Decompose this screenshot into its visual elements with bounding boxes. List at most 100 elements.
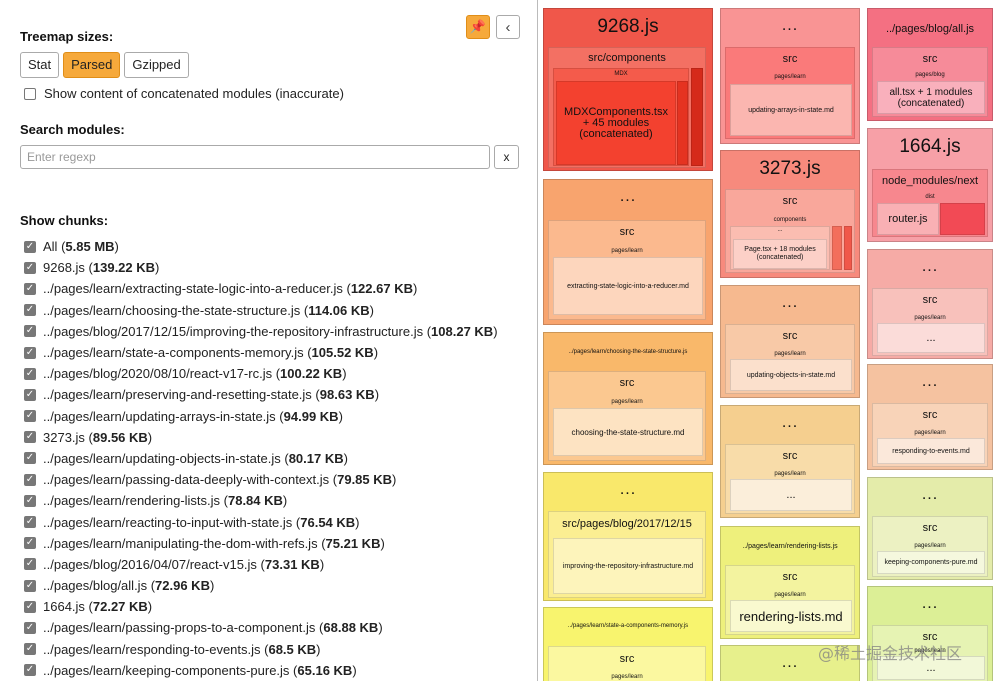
stat-button[interactable]: Stat [20, 52, 60, 78]
chunk-item[interactable]: ✓ ../pages/learn/preserving-and-resetting… [24, 384, 537, 405]
cell-group[interactable]: src pages/learn [548, 646, 706, 681]
treemap-cell-middle[interactable]: ... src pages/learn ... [720, 405, 860, 518]
chunk-item[interactable]: ✓ ../pages/blog/2016/04/07/react-v15.js (… [24, 554, 537, 575]
chunk-item[interactable]: ✓ ../pages/learn/state-a-components-memor… [24, 342, 537, 363]
treemap-cell-updating-arrays[interactable]: ... src pages/learn updating-arrays-in-s… [720, 8, 860, 144]
treemap-cell-bottom-middle[interactable]: ... [720, 645, 860, 681]
cell-group[interactable]: src pages/blog all.tsx + 1 modules (conc… [872, 47, 988, 117]
treemap-cell-blog-all[interactable]: ../pages/blog/all.js src pages/blog all.… [867, 8, 993, 121]
chunk-checkbox[interactable]: ✓ [24, 410, 36, 423]
treemap-cell-1664[interactable]: 1664.js node_modules/next dist router.js [867, 128, 993, 242]
cell-group[interactable]: src/pages/blog/2017/12/15 improving-the-… [548, 511, 706, 598]
chunk-checkbox[interactable]: ✓ [24, 325, 36, 338]
chunk-checkbox[interactable]: ✓ [24, 579, 36, 592]
chunk-checkbox[interactable]: ✓ [24, 304, 36, 317]
gzipped-button[interactable]: Gzipped [124, 52, 189, 78]
chunk-checkbox[interactable]: ✓ [24, 494, 36, 507]
chunk-checkbox[interactable]: ✓ [24, 558, 36, 571]
treemap-cell-extracting[interactable]: ... src pages/learn extracting-state-log… [543, 179, 713, 325]
clear-search-button[interactable]: x [494, 145, 519, 169]
chunk-item[interactable]: ✓ ../pages/learn/responding-to-events.js … [24, 639, 537, 660]
chunk-checkbox[interactable]: ✓ [24, 282, 36, 295]
cell-group-mdx[interactable]: MDX MDXComponents.tsx + 45 modules (conc… [553, 68, 689, 166]
chunk-item[interactable]: ✓ ../pages/learn/manipulating-the-dom-wit… [24, 533, 537, 554]
chunk-checkbox[interactable]: ✓ [24, 473, 36, 486]
chunk-item[interactable]: ✓ ../pages/learn/passing-data-deeply-with… [24, 469, 537, 490]
treemap-cell-improving[interactable]: ... src/pages/blog/2017/12/15 improving-… [543, 472, 713, 601]
chunk-item[interactable]: ✓ ../pages/learn/passing-props-to-a-compo… [24, 617, 537, 638]
cell-group[interactable]: src pages/learn keeping-components-pure.… [872, 516, 988, 577]
cell-group[interactable]: src/components MDX MDXComponents.tsx + 4… [548, 47, 706, 168]
chunk-checkbox[interactable]: ✓ [24, 621, 36, 634]
cell-group[interactable]: src pages/learn rendering-lists.md [725, 565, 855, 635]
cell-leaf[interactable]: Page.tsx + 18 modules (concatenated) [733, 239, 827, 269]
chunk-checkbox[interactable]: ✓ [24, 240, 36, 253]
chunk-checkbox[interactable]: ✓ [24, 261, 36, 274]
cell-group[interactable]: src pages/learn choosing-the-state-struc… [548, 371, 706, 461]
cell-group[interactable]: src pages/learn responding-to-events.md [872, 403, 988, 467]
treemap-cell-pure[interactable]: ... src pages/learn keeping-components-p… [867, 477, 993, 580]
cell-leaf[interactable]: choosing-the-state-structure.md [553, 408, 703, 456]
chevron-left-icon[interactable]: ‹ [496, 15, 520, 39]
chunk-item[interactable]: ✓ 3273.js (89.56 KB) [24, 427, 537, 448]
chunk-item[interactable]: ✓ ../pages/blog/2017/12/15/improving-the-… [24, 321, 537, 342]
cell-group[interactable]: src pages/learn ... [872, 288, 988, 356]
treemap-cell-responding[interactable]: ... src pages/learn responding-to-events… [867, 364, 993, 470]
chunk-item[interactable]: ✓ ../pages/learn/rendering-lists.js (78.8… [24, 490, 537, 511]
cell-leaf[interactable]: updating-arrays-in-state.md [730, 84, 852, 136]
pin-icon[interactable]: 📌 [466, 15, 490, 39]
cell-leaf[interactable]: ... [730, 479, 852, 511]
cell-group[interactable]: src pages/learn updating-objects-in-stat… [725, 324, 855, 394]
cell-leaf[interactable]: rendering-lists.md [730, 600, 852, 632]
chunk-item[interactable]: ✓ All (5.85 MB) [24, 236, 537, 257]
cell-group[interactable]: src components ... Page.tsx + 18 modules… [725, 189, 855, 273]
chunk-checkbox[interactable]: ✓ [24, 600, 36, 613]
chunk-checkbox[interactable]: ✓ [24, 367, 36, 380]
cell-leaf[interactable]: updating-objects-in-state.md [730, 359, 852, 391]
parsed-button[interactable]: Parsed [63, 52, 121, 78]
cell-group[interactable]: src pages/learn extracting-state-logic-i… [548, 220, 706, 320]
search-input[interactable]: Enter regexp [20, 145, 490, 169]
cell-leaf-small[interactable] [677, 81, 688, 165]
chunk-checkbox[interactable]: ✓ [24, 516, 36, 529]
cell-leaf[interactable]: MDXComponents.tsx + 45 modules (concaten… [556, 81, 676, 165]
cell-leaf[interactable]: responding-to-events.md [877, 438, 985, 464]
chunk-item[interactable]: ✓ ../pages/learn/updating-objects-in-stat… [24, 448, 537, 469]
chunk-item[interactable]: ✓ ../pages/learn/keeping-components-pure.… [24, 660, 537, 681]
cell-leaf[interactable]: ... [877, 656, 985, 680]
cell-leaf-small[interactable] [940, 203, 985, 235]
treemap-cell-state-memory[interactable]: ../pages/learn/state-a-components-memory… [543, 607, 713, 681]
chunk-item[interactable]: ✓ 1664.js (72.27 KB) [24, 596, 537, 617]
chunk-item[interactable]: ✓ ../pages/blog/all.js (72.96 KB) [24, 575, 537, 596]
cell-leaf[interactable]: ... [877, 323, 985, 353]
treemap-cell-choosing[interactable]: ../pages/learn/choosing-the-state-struct… [543, 332, 713, 465]
chunk-checkbox[interactable]: ✓ [24, 537, 36, 550]
treemap-cell-rendering-lists[interactable]: ../pages/learn/rendering-lists.js src pa… [720, 526, 860, 639]
chunk-item[interactable]: ✓ 9268.js (139.22 KB) [24, 257, 537, 278]
cell-leaf[interactable]: router.js [877, 203, 939, 235]
treemap-cell-3273[interactable]: 3273.js src components ... Page.tsx + 18… [720, 150, 860, 278]
chunk-checkbox[interactable]: ✓ [24, 664, 36, 677]
chunk-checkbox[interactable]: ✓ [24, 346, 36, 359]
cell-group[interactable]: src pages/learn ... [872, 625, 988, 681]
chunk-checkbox[interactable]: ✓ [24, 643, 36, 656]
chunk-item[interactable]: ✓ ../pages/learn/reacting-to-input-with-s… [24, 511, 537, 532]
cell-leaf[interactable]: improving-the-repository-infrastructure.… [553, 538, 703, 594]
chunk-item[interactable]: ✓ ../pages/blog/2020/08/10/react-v17-rc.j… [24, 363, 537, 384]
cell-leaf[interactable]: all.tsx + 1 modules (concatenated) [877, 81, 985, 114]
concat-toggle[interactable]: Show content of concatenated modules (in… [24, 86, 344, 101]
cell-group-inner[interactable]: ... Page.tsx + 18 modules (concatenated) [730, 226, 830, 270]
cell-leaf-small[interactable] [691, 68, 703, 166]
treemap-cell-right-6[interactable]: ... src pages/learn ... [867, 586, 993, 681]
treemap[interactable]: 9268.js src/components MDX MDXComponents… [539, 0, 998, 681]
cell-group[interactable]: src pages/learn ... [725, 444, 855, 514]
cell-leaf-small[interactable] [832, 226, 842, 270]
chunk-item[interactable]: ✓ ../pages/learn/updating-arrays-in-state… [24, 406, 537, 427]
chunk-checkbox[interactable]: ✓ [24, 452, 36, 465]
cell-leaf[interactable]: keeping-components-pure.md [877, 551, 985, 574]
cell-leaf[interactable]: extracting-state-logic-into-a-reducer.md [553, 257, 703, 315]
treemap-cell-updating-objects[interactable]: ... src pages/learn updating-objects-in-… [720, 285, 860, 398]
chunk-item[interactable]: ✓ ../pages/learn/extracting-state-logic-i… [24, 278, 537, 299]
chunk-checkbox[interactable]: ✓ [24, 388, 36, 401]
cell-group[interactable]: src pages/learn updating-arrays-in-state… [725, 47, 855, 139]
